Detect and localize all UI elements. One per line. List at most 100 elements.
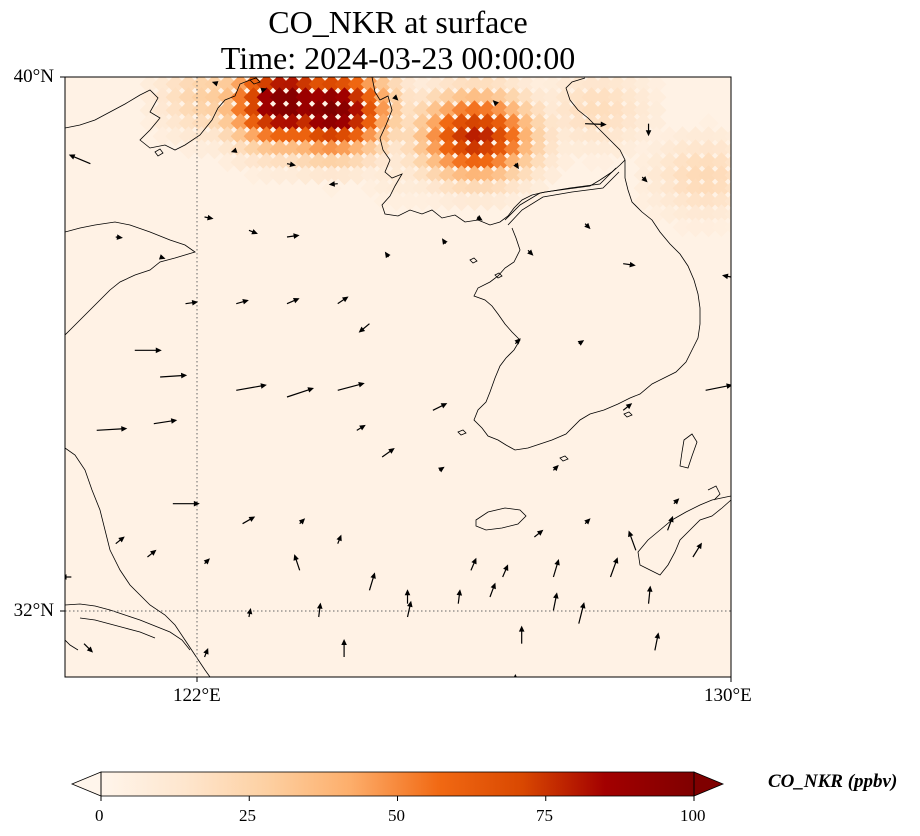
wind-arrow bbox=[337, 381, 365, 391]
field-cell bbox=[334, 113, 355, 134]
field-cell bbox=[438, 126, 459, 147]
coastline-china bbox=[65, 79, 251, 677]
wind-arrow bbox=[242, 516, 256, 525]
field-cell bbox=[139, 87, 160, 108]
field-cell bbox=[451, 100, 472, 121]
wind-arrow bbox=[381, 448, 395, 458]
field-cell bbox=[412, 165, 433, 186]
wind-arrow bbox=[158, 254, 166, 260]
wind-arrow bbox=[406, 600, 413, 618]
field-cell bbox=[438, 100, 459, 121]
field-cell bbox=[451, 165, 472, 186]
wind-arrow bbox=[336, 534, 342, 544]
wind-arrow bbox=[286, 387, 314, 398]
field-cell bbox=[334, 100, 355, 121]
field-cell bbox=[490, 152, 511, 173]
field-cell bbox=[477, 126, 498, 147]
field-cell bbox=[464, 152, 485, 173]
field-cell bbox=[386, 113, 407, 134]
field-cell bbox=[308, 165, 329, 186]
wind-arrow bbox=[584, 518, 591, 525]
field-cell bbox=[269, 77, 290, 95]
field-cell bbox=[373, 87, 394, 108]
wind-arrow bbox=[441, 238, 448, 245]
field-cell bbox=[399, 191, 420, 212]
field-cell bbox=[321, 100, 342, 121]
field-cell bbox=[412, 152, 433, 173]
field-cell bbox=[321, 77, 342, 95]
wind-arrow bbox=[404, 589, 411, 604]
field-cell bbox=[477, 139, 498, 160]
lon-tick-label-130: 130°E bbox=[704, 685, 752, 706]
field-cell bbox=[438, 165, 459, 186]
field-cell bbox=[412, 178, 433, 199]
field-cell bbox=[451, 77, 472, 95]
field-cell bbox=[451, 113, 472, 134]
wind-arrow bbox=[552, 592, 559, 611]
field-cell bbox=[477, 165, 498, 186]
small-islands bbox=[154, 77, 633, 462]
field-cell bbox=[256, 139, 277, 160]
field-cell bbox=[738, 204, 758, 224]
field-cell bbox=[347, 100, 368, 121]
wind-arrow bbox=[584, 222, 591, 230]
field-cell bbox=[256, 152, 277, 173]
field-cell bbox=[438, 191, 459, 212]
field-cell bbox=[399, 100, 420, 121]
wind-arrow bbox=[286, 298, 300, 305]
field-cell bbox=[321, 152, 342, 173]
wind-arrow bbox=[492, 100, 499, 107]
wind-arrow bbox=[533, 529, 544, 538]
wind-arrow bbox=[316, 602, 323, 618]
field-cell bbox=[243, 87, 264, 108]
field-cell bbox=[256, 126, 277, 147]
wind-arrow bbox=[456, 589, 463, 604]
wind-arrow bbox=[673, 498, 680, 505]
wind-arrow bbox=[502, 564, 509, 578]
field-cell bbox=[334, 77, 355, 95]
island-jeju bbox=[475, 507, 527, 531]
field-cell bbox=[425, 77, 446, 95]
field-cell bbox=[295, 100, 316, 121]
field-cell bbox=[425, 126, 446, 147]
field-cell bbox=[217, 100, 238, 121]
field-cell bbox=[399, 87, 420, 108]
field-cell bbox=[204, 87, 225, 108]
field-cell bbox=[399, 139, 420, 160]
field-cell bbox=[178, 100, 199, 121]
wind-arrow bbox=[622, 403, 633, 411]
wind-arrow bbox=[628, 530, 637, 551]
wind-arrow bbox=[489, 582, 496, 598]
lon-tick-label-122: 122°E bbox=[173, 685, 221, 706]
field-cell bbox=[152, 100, 173, 121]
field-cell bbox=[269, 126, 290, 147]
field-cell bbox=[477, 191, 498, 212]
field-cell bbox=[308, 139, 329, 160]
colorbar-label: CO_NKR (ppbv) bbox=[768, 771, 898, 792]
border-line bbox=[504, 167, 620, 226]
field-cell bbox=[425, 139, 446, 160]
field-cell bbox=[269, 113, 290, 134]
field-cell bbox=[438, 87, 459, 108]
field-cell bbox=[282, 77, 303, 95]
field-cell bbox=[321, 87, 342, 108]
field-cell bbox=[347, 139, 368, 160]
field-cell bbox=[360, 152, 381, 173]
field-cell bbox=[477, 178, 498, 199]
wind-arrow bbox=[260, 87, 268, 94]
wind-arrow bbox=[722, 273, 731, 280]
colorbar-extend-max bbox=[693, 771, 725, 797]
map-title: CO_NKR at surface bbox=[268, 4, 528, 40]
field-cell bbox=[412, 87, 433, 108]
wind-arrow bbox=[654, 632, 661, 651]
field-cell bbox=[386, 139, 407, 160]
field-cell bbox=[386, 191, 407, 212]
field-cell bbox=[373, 100, 394, 121]
coastline-japan bbox=[637, 485, 731, 576]
field-cell bbox=[425, 100, 446, 121]
wind-arrow bbox=[230, 147, 238, 153]
field-cell bbox=[334, 165, 355, 186]
field-cell bbox=[295, 139, 316, 160]
field-cell bbox=[490, 178, 511, 199]
